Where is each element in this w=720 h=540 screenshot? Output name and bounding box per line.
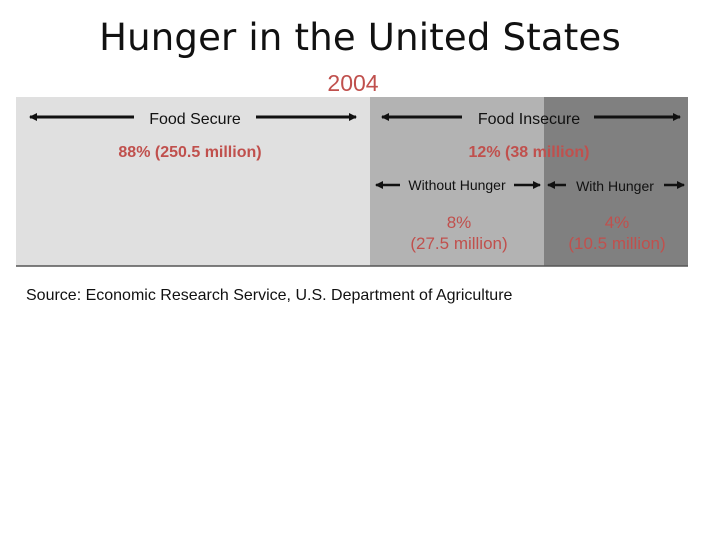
food-insecure-value: 12% (38 million) <box>469 144 590 161</box>
with-hunger-pct: 4% <box>605 213 630 232</box>
with-hunger-value: (10.5 million) <box>568 234 665 253</box>
with-hunger-region <box>544 97 688 266</box>
food-secure-label: Food Secure <box>149 111 241 128</box>
slide-subtitle: 2004 <box>327 70 379 96</box>
with-hunger-label: With Hunger <box>576 178 654 194</box>
source-note: Source: Economic Research Service, U.S. … <box>26 287 513 304</box>
without-hunger-value: (27.5 million) <box>410 234 507 253</box>
slide-title: Hunger in the United States <box>99 16 621 59</box>
food-secure-region <box>16 97 370 266</box>
food-insecure-label: Food Insecure <box>478 111 580 128</box>
without-hunger-pct: 8% <box>447 213 472 232</box>
without-hunger-label: Without Hunger <box>408 177 506 193</box>
food-secure-value: 88% (250.5 million) <box>118 144 261 161</box>
